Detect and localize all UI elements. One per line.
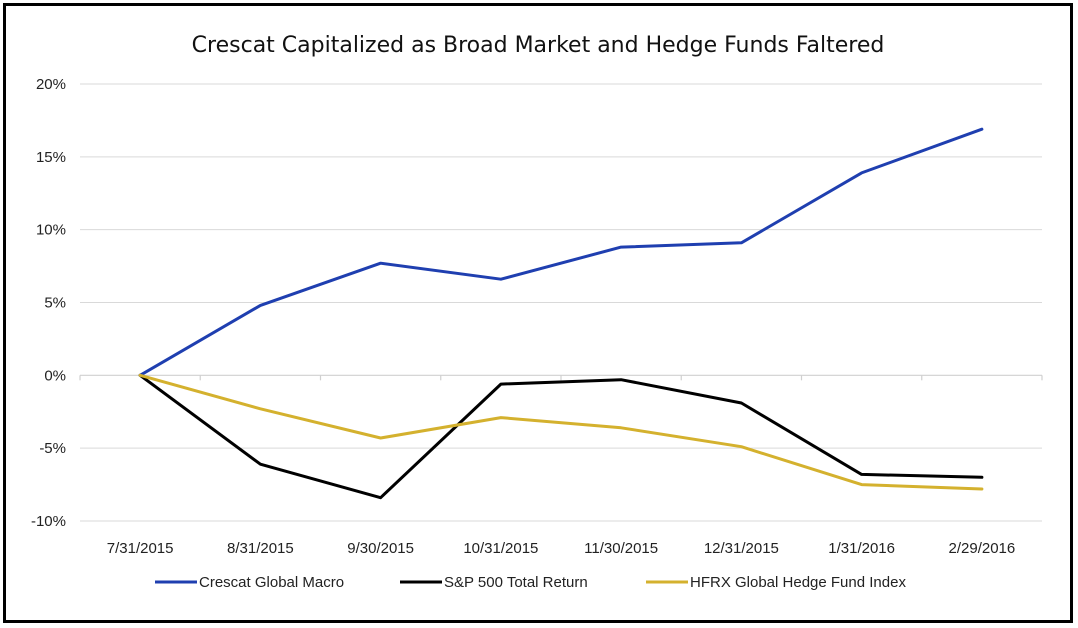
y-tick-label: 0%: [44, 367, 66, 384]
series-line-2: [138, 373, 984, 500]
x-tick-label: 10/31/2015: [463, 540, 538, 557]
y-tick-label: 10%: [36, 222, 66, 239]
x-tick-label: 7/31/2015: [107, 540, 174, 557]
x-tick-label: 9/30/2015: [347, 540, 414, 557]
x-tick-label: 12/31/2015: [704, 540, 779, 557]
x-axis-ticks: 7/31/2015 8/31/2015 9/30/2015 10/31/2015 11/…: [79, 375, 1043, 557]
series-lines: [138, 127, 984, 500]
x-tick-label: 1/31/2016: [828, 540, 895, 557]
legend-label: Crescat Global Macro: [199, 574, 344, 591]
x-tick-label: 8/31/2015: [227, 540, 294, 557]
x-tick-label: 11/30/2015: [584, 540, 658, 557]
legend: Crescat Global Macro S&P 500 Total Return…: [155, 574, 906, 591]
y-tick-label: 15%: [36, 149, 66, 166]
y-axis-ticks: 20% 15% 10% 5% 0% -5% -10%: [31, 76, 66, 530]
legend-label: HFRX Global Hedge Fund Index: [690, 574, 906, 591]
y-tick-label: 20%: [36, 76, 66, 93]
gridlines: [80, 83, 1042, 522]
chart-title: Crescat Capitalized as Broad Market and …: [192, 33, 885, 58]
chart-frame: [3, 3, 1073, 623]
y-tick-label: -10%: [31, 513, 66, 530]
legend-label: S&P 500 Total Return: [444, 574, 588, 591]
x-tick-label: 2/29/2016: [949, 540, 1016, 557]
series-line-3: [138, 373, 984, 491]
series-line-1: [138, 127, 984, 377]
y-tick-label: -5%: [39, 440, 66, 457]
y-tick-label: 5%: [44, 295, 66, 312]
